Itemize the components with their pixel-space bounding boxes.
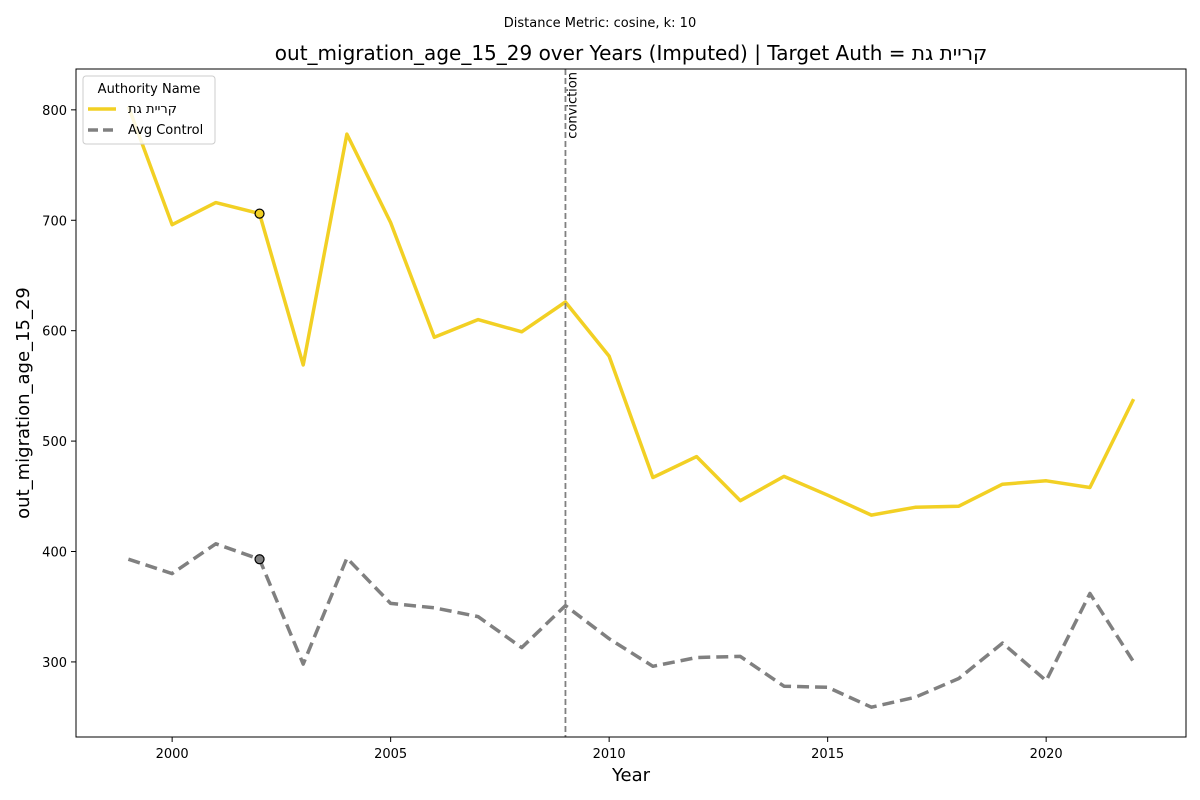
y-tick-label: 600	[42, 325, 67, 340]
marker-layer	[254, 208, 265, 565]
y-tick-label: 400	[42, 546, 67, 561]
y-tick-label: 500	[42, 435, 67, 450]
y-tick-label: 700	[42, 214, 67, 229]
x-tick-label: 2005	[374, 747, 407, 762]
vline-layer: conviction	[564, 69, 580, 737]
plot-frame	[75, 68, 1187, 738]
series-layer	[126, 105, 1136, 709]
y-axis-label: out_migration_age_15_29	[13, 287, 34, 519]
x-tick-label: 2000	[156, 747, 189, 762]
highlight-marker-0	[254, 208, 265, 219]
series-line-target	[126, 105, 1136, 517]
legend: Authority Name קריית גת Avg Control	[82, 75, 216, 145]
chart-suptitle: Distance Metric: cosine, k: 10	[504, 16, 696, 31]
x-axis-label: Year	[611, 765, 651, 786]
x-axis-ticks: 2000 2005 2010 2015 2020	[156, 737, 1063, 762]
x-tick-label: 2020	[1030, 747, 1063, 762]
legend-box	[82, 75, 216, 145]
x-tick-label: 2015	[811, 747, 844, 762]
legend-title: Authority Name	[98, 82, 201, 97]
conviction-label: conviction	[565, 72, 580, 139]
chart-title: out_migration_age_15_29 over Years (Impu…	[275, 41, 987, 65]
x-tick-label: 2010	[593, 747, 626, 762]
legend-entry-target: קריית גת	[128, 102, 177, 117]
series-line-control	[127, 542, 1136, 709]
legend-entry-control: Avg Control	[128, 123, 203, 138]
y-tick-label: 800	[42, 104, 67, 119]
y-axis-ticks: 300 400 500 600 700 800	[42, 104, 76, 671]
highlight-marker-1	[254, 554, 265, 565]
y-tick-label: 300	[42, 656, 67, 671]
